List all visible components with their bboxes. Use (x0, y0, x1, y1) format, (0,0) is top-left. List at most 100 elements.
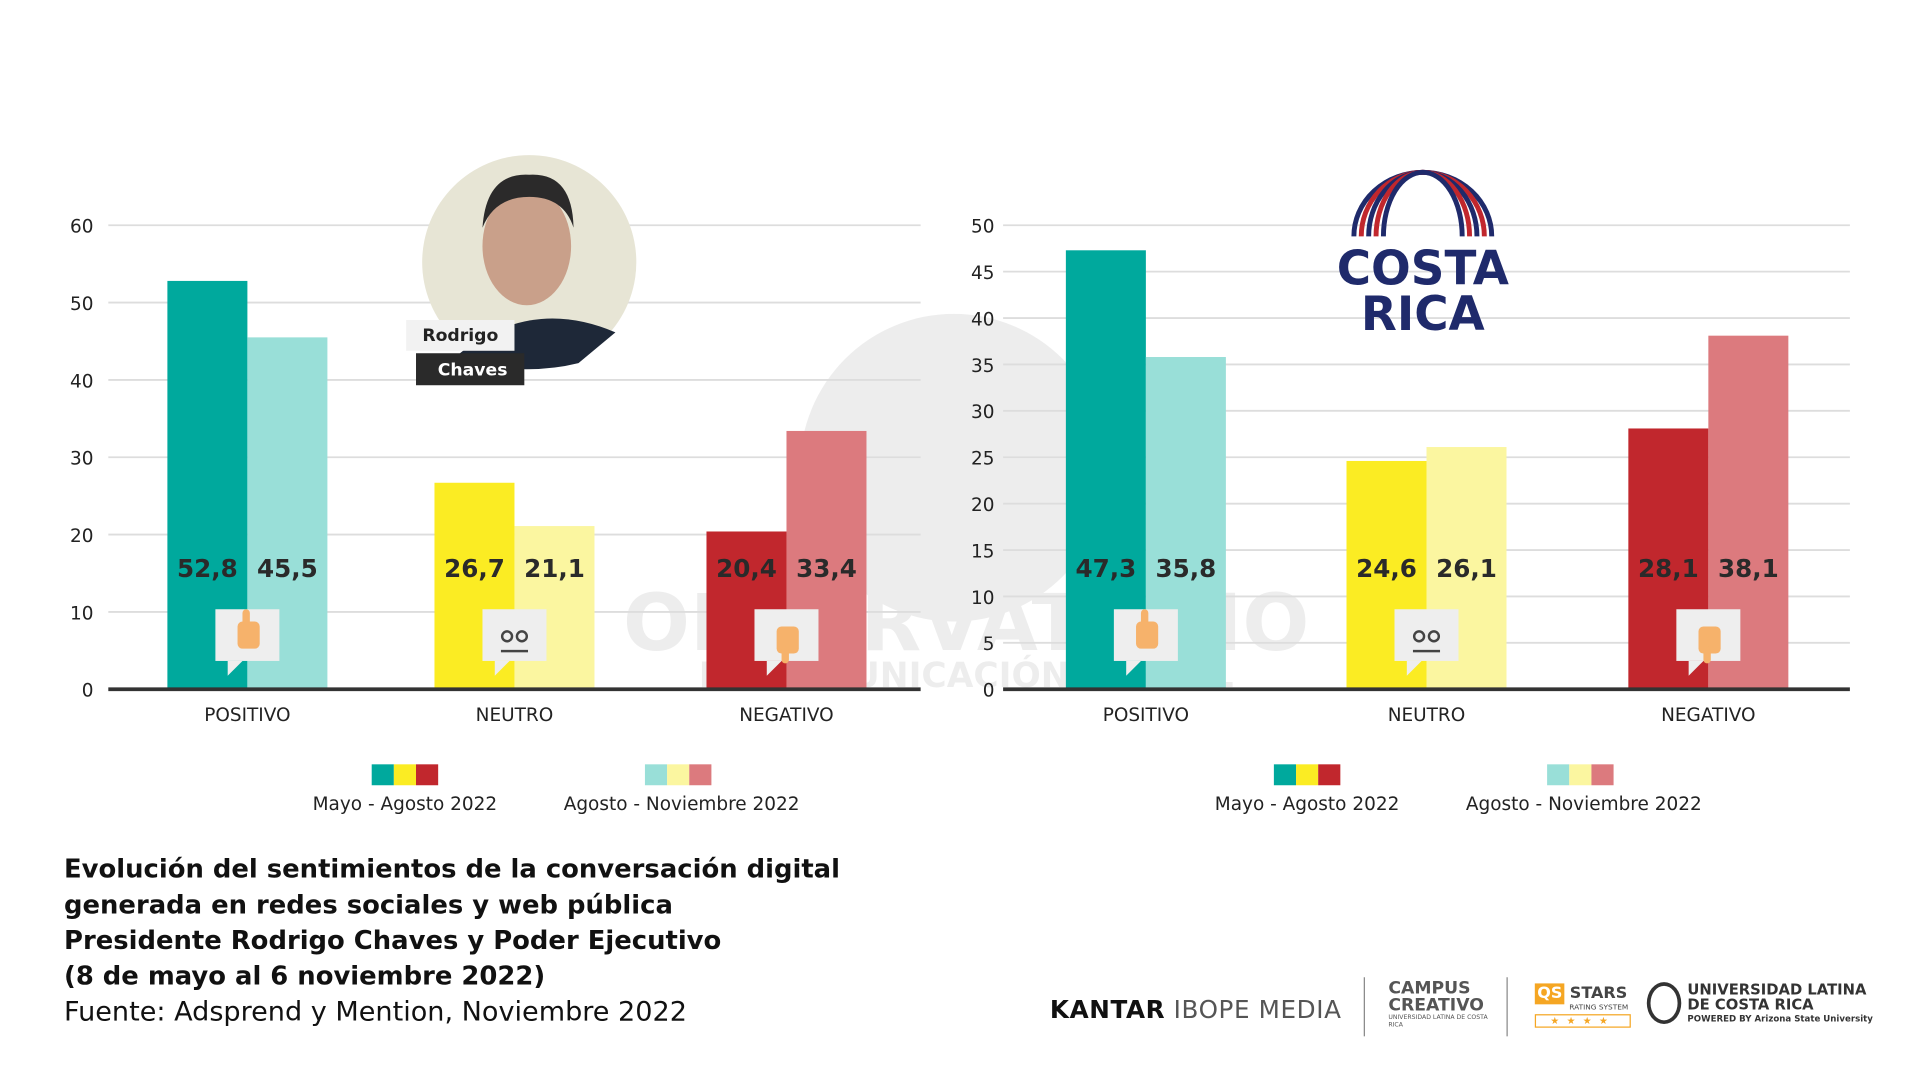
y-tick-label: 45 (971, 263, 994, 284)
icon-mouth (500, 649, 529, 653)
y-tick-label: 35 (971, 356, 994, 377)
campus-creativo-logo: CAMPUS CREATIVO UNIVERSIDAD LATINA DE COS… (1388, 978, 1488, 1029)
thumbs-up-icon (1113, 609, 1178, 676)
qs-stars-logo: QS STARS RATING SYSTEM ★★★★ (1534, 983, 1631, 1028)
category-label: NEUTRO (1388, 705, 1466, 726)
icon-bubble-tail (1126, 660, 1141, 676)
caption-line: Presidente Rodrigo Chaves y Poder Ejecut… (64, 925, 722, 956)
kantar-logo: KANTAR IBOPE MEDIA (1049, 994, 1342, 1025)
bar (514, 526, 595, 690)
y-tick-label: 5 (983, 634, 995, 655)
name-last: Chaves (438, 360, 508, 380)
legend-swatch (1296, 764, 1319, 786)
data-label: 45,5 (257, 554, 318, 583)
caption-line: generada en redes sociales y web pública (64, 889, 673, 920)
name-first: Rodrigo (422, 326, 498, 346)
portrait-face (482, 187, 572, 306)
y-tick-label: 50 (70, 294, 93, 315)
icon-bubble (482, 609, 547, 661)
legend-swatch (689, 764, 712, 786)
y-tick-label: 60 (70, 217, 93, 238)
legend-swatch (1318, 764, 1341, 786)
y-tick-label: 10 (971, 588, 994, 609)
thumbs-down-icon (1676, 609, 1741, 676)
data-label: 33,4 (796, 554, 857, 583)
data-label: 26,1 (1436, 554, 1497, 583)
divider (1506, 977, 1508, 1037)
category-label: POSITIVO (204, 705, 290, 726)
legend-right-s2: Agosto - Noviembre 2022 (1465, 792, 1702, 815)
source-note: Fuente: Adsprend y Mention, Noviembre 20… (64, 996, 687, 1028)
y-tick-label: 0 (82, 681, 94, 702)
y-tick-label: 40 (70, 371, 93, 392)
icon-hand (1136, 621, 1159, 649)
logo-arc (1380, 169, 1465, 237)
icon-bubble-tail (494, 660, 510, 676)
legend-swatch (667, 764, 690, 786)
data-label: 28,1 (1638, 554, 1699, 583)
category-label: NEGATIVO (1661, 705, 1756, 726)
legend-swatch (1547, 764, 1570, 786)
legend-right-s1: Mayo - Agosto 2022 (1214, 792, 1400, 815)
logo-text: RICA (1361, 288, 1485, 342)
icon-thumb (242, 609, 250, 627)
icon-eye (515, 630, 529, 643)
legend-swatch (644, 764, 668, 786)
portrait: Rodrigo Chaves (406, 155, 637, 386)
y-tick-label: 25 (971, 449, 994, 470)
y-tick-label: 20 (971, 495, 994, 516)
logo-text: COSTA (1337, 242, 1509, 296)
y-tick-label: 10 (70, 603, 93, 624)
globe-icon (1646, 982, 1682, 1025)
legend-swatch (1569, 764, 1592, 786)
data-label: 20,4 (716, 554, 777, 583)
thumbs-up-icon (215, 609, 280, 676)
legend-left-s2: Agosto - Noviembre 2022 (563, 792, 800, 815)
icon-bubble (1394, 609, 1459, 661)
y-tick-label: 15 (971, 541, 994, 562)
icon-eye (1412, 630, 1426, 643)
thumbs-down-icon (754, 609, 819, 676)
data-label: 24,6 (1356, 554, 1417, 583)
data-label: 47,3 (1076, 554, 1137, 583)
legend-left-s1: Mayo - Agosto 2022 (312, 792, 498, 815)
name-tag-last (416, 353, 525, 386)
category-label: POSITIVO (1103, 705, 1189, 726)
sponsor-logos: KANTAR IBOPE MEDIA CAMPUS CREATIVO UNIVER… (1046, 972, 1883, 1046)
icon-mouth (1412, 649, 1441, 653)
legend-swatch (1273, 764, 1297, 786)
legend-swatch (371, 764, 394, 786)
divider (1363, 977, 1365, 1037)
data-label: 35,8 (1156, 554, 1217, 583)
icon-hand (237, 621, 260, 649)
category-label: NEGATIVO (739, 705, 833, 726)
icon-bubble-tail (766, 660, 782, 676)
icon-thumb (1140, 609, 1149, 627)
legend-swatch (393, 764, 417, 786)
legend-swatch (416, 764, 439, 786)
name-tag-first (406, 320, 515, 351)
y-tick-label: 30 (70, 449, 93, 470)
icon-eye (500, 630, 514, 643)
icon-thumb (1703, 646, 1711, 664)
y-tick-label: 50 (971, 217, 994, 238)
icon-thumb (781, 646, 789, 664)
caption: Evolución del sentimientos de la convers… (64, 852, 840, 1030)
y-tick-label: 40 (971, 309, 994, 330)
watermark-bubble (800, 313, 1108, 622)
data-label: 52,8 (177, 554, 238, 583)
neutral-face-icon (482, 609, 547, 676)
data-label: 38,1 (1718, 554, 1779, 583)
data-label: 21,1 (524, 554, 585, 583)
icon-eye (1427, 630, 1441, 643)
icon-bubble-tail (227, 660, 243, 676)
caption-line: (8 de mayo al 6 noviembre 2022) (64, 961, 546, 991)
category-label: NEUTRO (476, 705, 554, 726)
y-tick-label: 30 (971, 402, 994, 423)
legend-swatch (1591, 764, 1614, 786)
icon-hand (776, 626, 799, 654)
data-label: 26,7 (444, 554, 505, 583)
y-tick-label: 20 (70, 526, 93, 547)
caption-line: Evolución del sentimientos de la convers… (64, 854, 840, 884)
